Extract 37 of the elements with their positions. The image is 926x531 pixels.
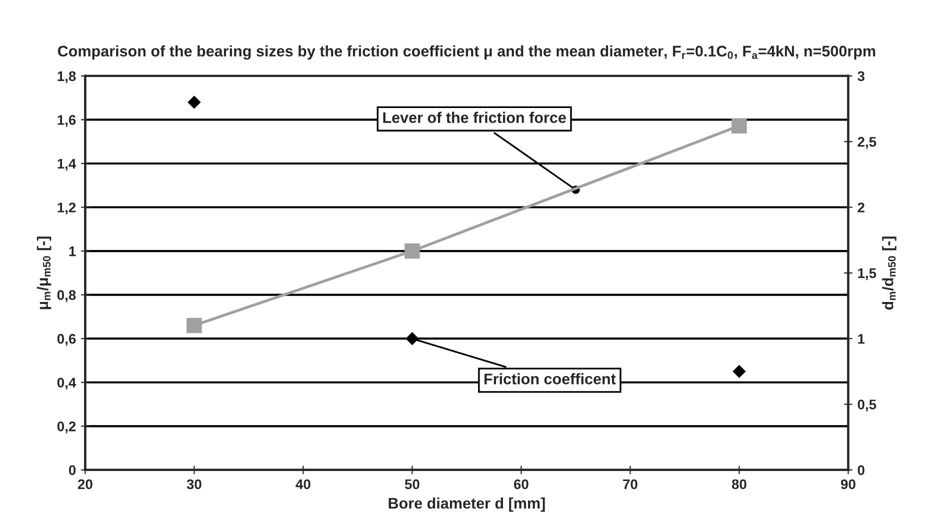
y2-tick-label: 2: [858, 202, 864, 212]
y-tick-label: 0,8: [57, 290, 76, 302]
y-tick-label: 1,6: [58, 115, 76, 127]
point: [186, 318, 202, 334]
x-axis-title: Bore diameter d [mm]: [388, 497, 545, 512]
y2-tick-label: 3: [858, 71, 864, 82]
point: [732, 364, 746, 378]
x-tick-label: 70: [623, 479, 638, 490]
annotation: Friction coefficent: [484, 373, 616, 384]
y2-tick-label: 0: [858, 465, 864, 476]
y-tick-label: 1,4: [58, 158, 76, 171]
point: [404, 243, 420, 259]
y2-tick-label: 1,5: [858, 268, 876, 280]
y-axis-title: μ$_{m}$/μ$_{m50}$ [-]: [36, 236, 52, 310]
x-tick-label: 20: [78, 479, 92, 490]
y-tick-label: 1: [69, 246, 76, 256]
chart-title: Comparison of the bearing sizes by the friction coefficient μ and the mean diameter, F$_{r}$=0.1C$_{0}$, F$_{a}$=4kN, n=500rpm: [58, 45, 876, 60]
x-tick-label: 40: [296, 479, 310, 490]
y-tick-label: 0,4: [57, 378, 76, 390]
x-tick-label: 80: [732, 479, 746, 490]
y2-axis-title: d$_{m}$/d$_{m50}$ [-]: [882, 236, 896, 310]
x-tick-label: 30: [186, 479, 202, 490]
y-tick-label: 0: [68, 465, 76, 476]
point: [732, 118, 747, 134]
y-tick-label: 0,6: [57, 334, 76, 346]
x-tick-label: 50: [404, 479, 420, 490]
point: [406, 332, 419, 346]
y2-tick-label: 1: [858, 334, 865, 344]
point: [188, 96, 201, 109]
x-tick-label: 60: [514, 479, 528, 490]
y-tick-label: 0,2: [57, 421, 76, 434]
y-tick-label: 1,2: [58, 202, 76, 214]
x-tick-label: 90: [840, 479, 856, 490]
y-tick-label: 1,8: [58, 71, 76, 84]
annotation: Lever of the friction force: [383, 112, 566, 124]
y2-tick-label: 2,5: [858, 136, 876, 149]
y2-tick-label: 0,5: [858, 400, 876, 412]
